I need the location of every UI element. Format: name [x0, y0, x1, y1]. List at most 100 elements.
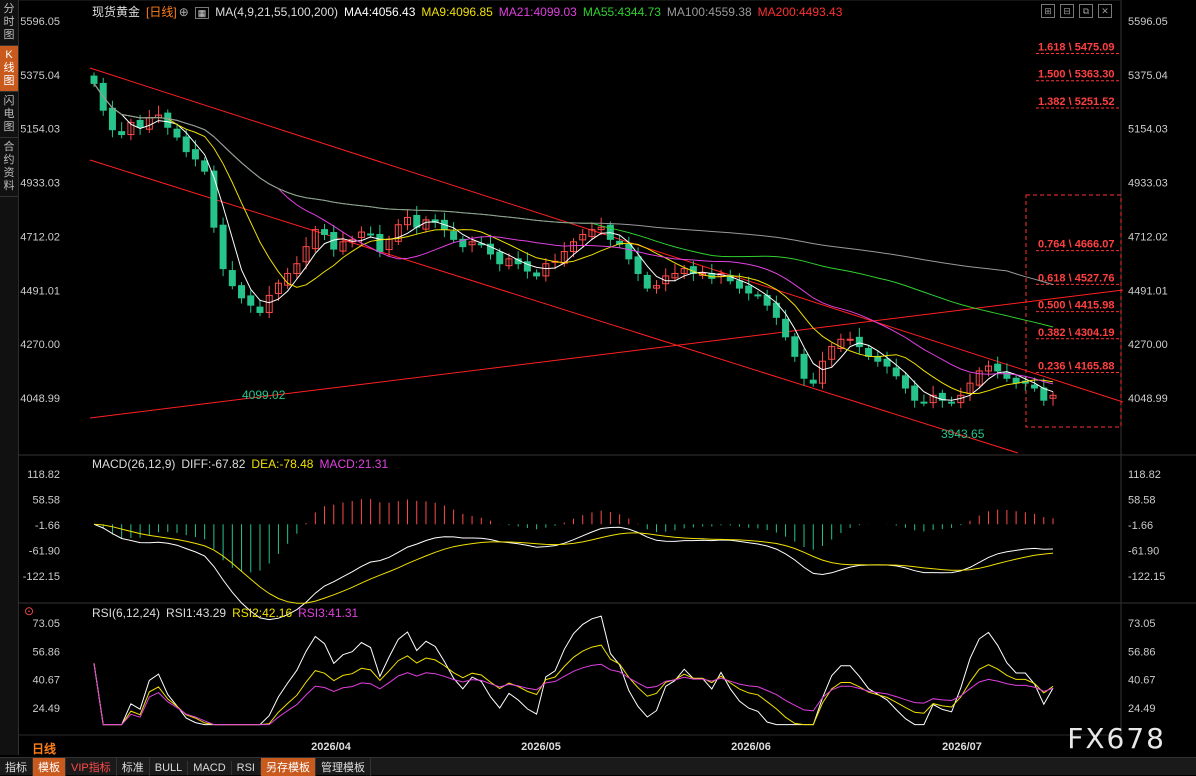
lower-channel-line	[89, 159, 1019, 454]
tab-standard[interactable]: 标准	[117, 758, 150, 776]
candle-body	[542, 263, 550, 277]
candle-body	[1040, 387, 1048, 401]
candle-body	[634, 256, 642, 274]
rsi1-value: RSI1:43.29	[166, 606, 227, 620]
candle-body	[302, 246, 310, 263]
tab-bull[interactable]: BULL	[150, 761, 189, 775]
fib-label: 0.618 \ 4527.76	[1038, 272, 1114, 284]
tab-time-chart[interactable]: 分时图	[0, 0, 18, 46]
candle-body	[892, 367, 900, 377]
price-tick-right: 5154.03	[1128, 124, 1168, 136]
ma-line-ma9	[93, 83, 1054, 395]
price-tick-right: 4270.00	[1128, 339, 1168, 351]
price-tick-left: 4933.03	[20, 178, 60, 190]
plot-frame	[18, 0, 1122, 736]
price-tick-right: 4933.03	[1128, 178, 1168, 190]
target-icon[interactable]: ⊙	[24, 604, 35, 618]
tab-flash-chart[interactable]: 闪电图	[0, 92, 18, 138]
settings-icon[interactable]: ⊕	[178, 5, 189, 19]
candle-body	[865, 348, 873, 357]
macd-tick-left: 118.82	[27, 469, 60, 481]
period-selector[interactable]: 日线	[32, 742, 57, 756]
candle-body	[911, 385, 919, 401]
candle-body	[376, 233, 384, 253]
candle-body	[901, 375, 909, 389]
candle-body	[699, 272, 707, 276]
main-legend: 现货黄金 [日线] ⊕ ▦ MA(4,9,21,55,100,200) MA4:4056.…	[92, 3, 848, 20]
candle-body	[201, 160, 209, 172]
ma-params: MA(4,9,21,55,100,200)	[215, 5, 339, 19]
macd-dea-line	[93, 523, 1054, 604]
fib-label: 1.618 \ 5475.09	[1038, 41, 1114, 53]
tab-k-line[interactable]: K线图	[0, 46, 18, 92]
expand-icon[interactable]: ⊞	[1041, 4, 1055, 18]
candle-body	[1049, 394, 1057, 399]
candle-body	[948, 401, 956, 404]
upper-channel-line	[89, 67, 1124, 403]
price-tick-left: 4048.99	[20, 393, 60, 405]
x-tick: 2026/05	[521, 741, 561, 753]
tab-indicator[interactable]: 指标	[0, 758, 33, 776]
price-tick-left: 5596.05	[20, 16, 60, 28]
ma-line-ma4	[93, 83, 1054, 401]
candle-body	[643, 274, 651, 289]
close-icon[interactable]: ✕	[1098, 4, 1112, 18]
candle-body	[256, 306, 264, 313]
macd-dea: DEA:-78.48	[251, 457, 314, 471]
rsi-tick-right: 73.05	[1128, 618, 1156, 630]
candle-body	[818, 360, 826, 384]
macd-tick-right: -61.90	[1128, 545, 1159, 557]
candle-body	[994, 363, 1002, 372]
candle-body	[680, 268, 688, 274]
candle-body	[523, 261, 531, 272]
chart-tools: ⊞ ⊟ ⧉ ✕	[1036, 3, 1112, 18]
price-chart[interactable]: 5596.05 5596.05 5375.04 5375.04 5154.03 5154.…	[18, 0, 1196, 756]
price-tick-right: 4491.01	[1128, 285, 1168, 297]
candle-body	[459, 238, 467, 248]
candle-body	[874, 355, 882, 362]
candle-body	[468, 241, 476, 246]
tab-vip-indicator[interactable]: VIP指标	[66, 758, 117, 776]
rsi-tick-right: 40.67	[1128, 675, 1156, 687]
restore-icon[interactable]: ⧉	[1079, 4, 1093, 18]
macd-tick-left: -61.90	[29, 545, 60, 557]
candle-body	[588, 229, 596, 237]
candle-body	[357, 231, 365, 238]
rsi-tick-right: 24.49	[1128, 703, 1156, 715]
tab-template[interactable]: 模板	[33, 758, 66, 776]
tab-contract-info[interactable]: 合约资料	[0, 138, 18, 197]
macd-tick-right: -1.66	[1128, 520, 1153, 532]
manage-template-button[interactable]: 管理模板	[316, 758, 371, 776]
candle-body	[265, 294, 273, 313]
candle-body	[975, 370, 983, 386]
candle-body	[533, 272, 541, 277]
macd-tick-left: 58.58	[32, 494, 60, 506]
rsi-tick-left: 56.86	[32, 646, 60, 658]
grid-icon[interactable]: ▦	[194, 7, 210, 19]
candle-body	[597, 226, 605, 231]
tab-macd[interactable]: MACD	[188, 761, 232, 775]
candle-body	[791, 336, 799, 357]
rsi3-value: RSI3:41.31	[298, 606, 359, 620]
rsi-line-24	[93, 663, 1054, 726]
price-tick-left: 5375.04	[20, 70, 60, 82]
ma9-value: MA9:4096.85	[421, 5, 493, 19]
macd-tick-right: 118.82	[1128, 469, 1161, 481]
candle-body	[938, 392, 946, 401]
candle-body	[339, 241, 347, 252]
candle-body	[182, 136, 190, 153]
tab-rsi[interactable]: RSI	[232, 761, 261, 775]
candle-body	[210, 170, 218, 228]
candle-body	[800, 353, 808, 379]
fib-label: 0.500 \ 4415.98	[1038, 300, 1114, 312]
fit-icon[interactable]: ⊟	[1060, 4, 1074, 18]
candle-body	[671, 272, 679, 279]
ma21-value: MA21:4099.03	[498, 5, 577, 19]
candle-body	[431, 219, 439, 223]
macd-tick-right: 58.58	[1128, 494, 1156, 506]
price-tick-left: 5154.03	[20, 124, 60, 136]
save-template-button[interactable]: 另存模板	[261, 758, 316, 776]
ma200-value: MA200:4493.43	[757, 5, 843, 19]
price-tick-right: 4712.02	[1128, 231, 1168, 243]
left-sidebar: 分时图 K线图 闪电图 合约资料	[0, 0, 19, 755]
